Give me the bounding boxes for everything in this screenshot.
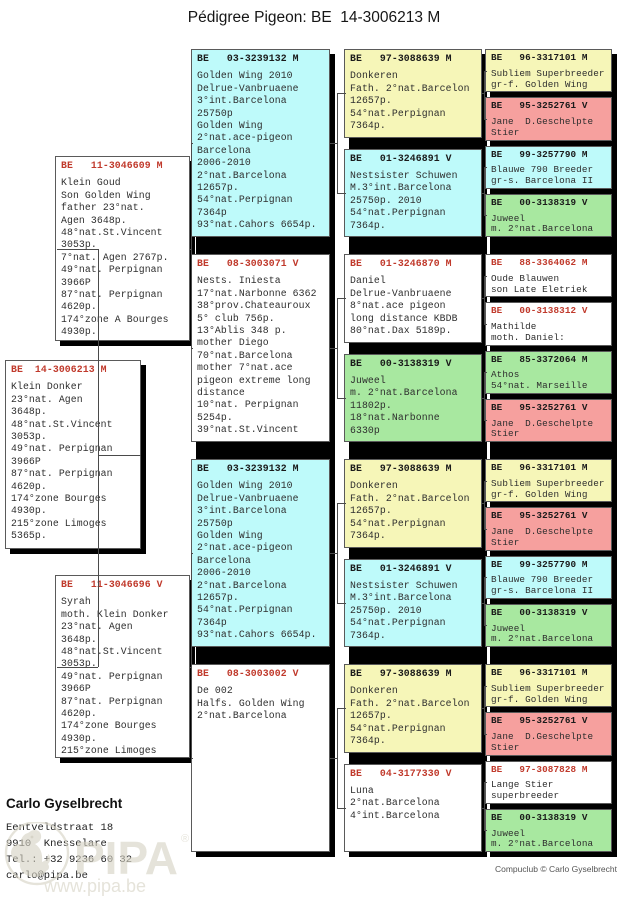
svg-text:®: ® bbox=[181, 833, 189, 845]
svg-text:www.pipa.be: www.pipa.be bbox=[43, 876, 146, 896]
